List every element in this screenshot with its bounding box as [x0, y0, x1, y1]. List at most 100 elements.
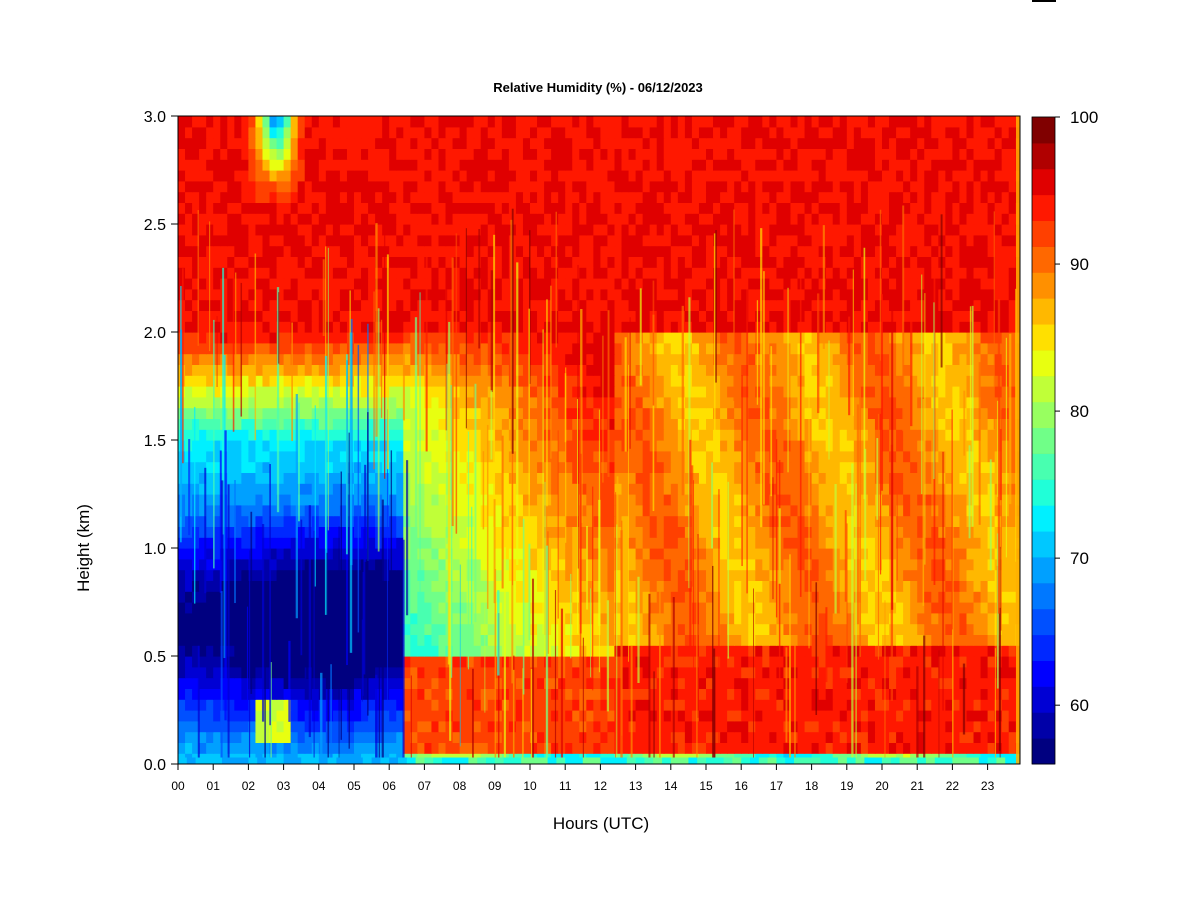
heatmap-cell: [959, 375, 968, 387]
heatmap-cell: [1008, 407, 1017, 419]
heatmap-cell: [227, 645, 235, 657]
heatmap-cell: [903, 537, 911, 549]
heatmap-cell: [959, 386, 968, 398]
heatmap-cell: [748, 461, 756, 473]
heatmap-cell: [720, 386, 728, 398]
heatmap-cell: [832, 375, 841, 387]
heatmap-cell: [825, 699, 834, 711]
heatmap-cell: [804, 386, 813, 398]
heatmap-cell: [290, 666, 299, 679]
heatmap-cell: [466, 537, 475, 549]
heatmap-cell: [572, 677, 580, 689]
heatmap-cell: [431, 332, 440, 344]
heatmap-cell: [410, 623, 418, 635]
heatmap-cell: [1008, 515, 1017, 527]
heatmap-cell: [276, 440, 285, 452]
heatmap-cell: [558, 580, 566, 592]
heatmap-cell: [424, 623, 433, 635]
heatmap-cell: [910, 396, 918, 409]
heatmap-cell: [438, 558, 447, 571]
heatmap-cell: [283, 332, 292, 344]
heatmap-cell: [325, 515, 334, 527]
heatmap-cell: [698, 321, 707, 333]
heatmap-cell: [382, 731, 390, 743]
heatmap-cell: [311, 710, 320, 722]
heatmap-cell: [515, 731, 524, 743]
heatmap-cell: [262, 623, 271, 635]
heatmap-cell: [431, 612, 440, 625]
heatmap-cell: [839, 623, 848, 635]
heatmap-cell: [304, 396, 313, 409]
heatmap-cell: [530, 396, 538, 409]
heatmap-cell: [297, 407, 306, 419]
heatmap-cell: [206, 537, 214, 549]
heatmap-cell: [938, 526, 946, 538]
heatmap-cell: [466, 666, 475, 679]
heatmap-cell: [952, 332, 961, 344]
heatmap-cell: [565, 656, 573, 668]
heatmap-cell: [332, 332, 341, 344]
heatmap-cell: [706, 720, 714, 733]
heatmap-cell: [227, 656, 235, 668]
heatmap-cell: [649, 591, 658, 603]
heatmap-cell: [586, 742, 594, 754]
heatmap-cell: [283, 558, 292, 571]
heatmap-cell: [276, 537, 285, 549]
heatmap-cell: [614, 440, 623, 452]
heatmap-cell: [818, 332, 827, 344]
heatmap-cell: [720, 720, 728, 733]
heatmap-cell: [565, 429, 573, 441]
heatmap-cell: [860, 677, 869, 689]
heatmap-cell: [635, 731, 644, 743]
heatmap-cell: [339, 483, 348, 495]
heatmap-cell: [332, 396, 341, 409]
heatmap-cell: [987, 720, 996, 733]
heatmap-cell: [973, 580, 982, 592]
heatmap-cell: [670, 386, 679, 398]
heatmap-cell: [910, 504, 918, 517]
heatmap-cell: [199, 656, 207, 668]
heatmap-cell: [698, 623, 707, 635]
heatmap-cell: [790, 353, 799, 365]
heatmap-cell: [565, 364, 573, 376]
heatmap-cell: [825, 526, 834, 538]
heatmap-cell: [389, 666, 397, 679]
heatmap-cell: [318, 656, 327, 668]
heatmap-cell: [727, 623, 735, 635]
heatmap-cell: [684, 634, 693, 646]
heatmap-cell: [248, 353, 257, 365]
heatmap-cell: [185, 548, 193, 560]
heatmap-cell: [994, 731, 1003, 743]
heatmap-cell: [508, 720, 517, 733]
heatmap-cell: [276, 656, 285, 668]
heatmap-cell: [255, 612, 264, 625]
heatmap-cell: [607, 472, 616, 484]
heatmap-cell: [952, 526, 961, 538]
heatmap-cell: [431, 537, 440, 549]
heatmap-cell: [917, 429, 925, 441]
heatmap-cell: [248, 548, 257, 560]
heatmap-cell: [255, 332, 264, 344]
heatmap-cell: [896, 407, 904, 419]
heatmap-cell: [677, 666, 686, 679]
heatmap-cell: [741, 656, 749, 668]
heatmap-cell: [769, 656, 777, 668]
heatmap-cell: [537, 602, 545, 614]
heatmap-cell: [867, 386, 876, 398]
heatmap-cell: [896, 710, 904, 722]
heatmap-cell: [973, 461, 982, 473]
heatmap-cell: [924, 429, 932, 441]
heatmap-cell: [755, 537, 763, 549]
heatmap-cell: [874, 353, 883, 365]
heatmap-cell: [917, 720, 925, 733]
heatmap-cell: [579, 580, 587, 592]
heatmap-cell: [593, 461, 601, 473]
heatmap-cell: [192, 526, 200, 538]
heatmap-cell: [818, 396, 827, 409]
heatmap-cell: [741, 666, 749, 679]
heatmap-cell: [783, 634, 792, 646]
heatmap-cell: [628, 558, 637, 571]
heatmap-cell: [818, 537, 827, 549]
heatmap-cell: [917, 666, 925, 679]
heatmap-cell: [832, 634, 841, 646]
